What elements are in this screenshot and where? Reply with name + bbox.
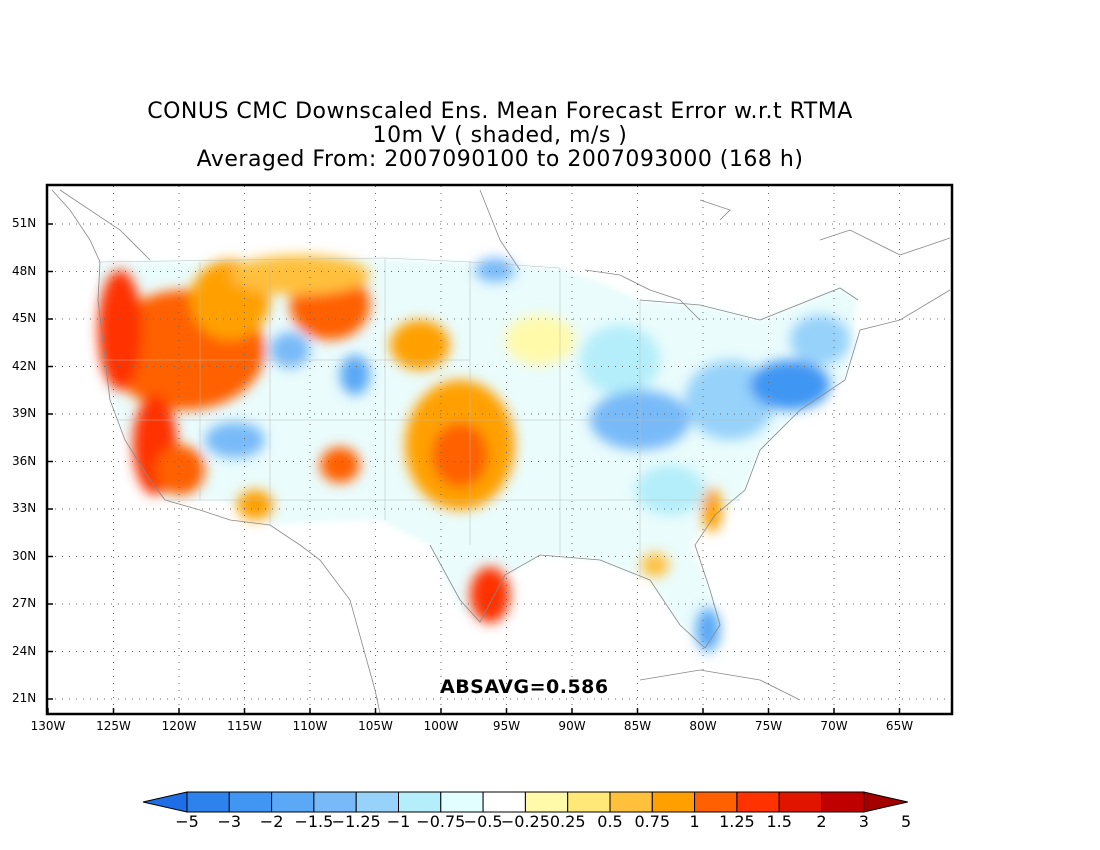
lon-label: 130W	[30, 719, 66, 733]
gulf-tx-warm	[470, 567, 510, 623]
lat-label: 24N	[12, 643, 37, 658]
absavg-statistic: ABSAVG=0.586	[440, 676, 609, 698]
lon-label: 75W	[754, 719, 783, 733]
colorbar-swatch	[398, 791, 442, 813]
colorbar-label: 1.5	[766, 812, 792, 831]
lon-label: 90W	[558, 719, 586, 733]
lon-label: 80W	[689, 719, 717, 733]
colorbar-swatch	[186, 791, 230, 813]
lat-label: 27N	[12, 596, 37, 610]
colorbar-swatch	[694, 791, 738, 813]
lat-label: 30N	[12, 548, 37, 563]
colorbar-swatch	[482, 791, 526, 813]
colorbar-swatch	[271, 791, 315, 813]
colorbar-swatch	[736, 791, 780, 813]
colorbar-label: 5	[901, 812, 912, 831]
lon-label: 100W	[423, 719, 459, 733]
colorbar-swatch	[228, 791, 273, 813]
texas-core	[432, 423, 488, 487]
colorbar-label: −1	[386, 812, 411, 831]
colorbar-label: −0.25	[500, 812, 550, 831]
colorbar-arrow-left	[142, 791, 188, 813]
idaho-cool	[270, 332, 310, 368]
colorbar-label: 1	[689, 812, 700, 831]
colorbar-label: −3	[217, 812, 242, 831]
n-rockies-warm	[230, 255, 370, 295]
lat-label: 36N	[12, 453, 37, 468]
colorbar-label: −0.75	[416, 812, 466, 831]
coastlines	[51, 189, 951, 714]
florida-cool	[696, 608, 720, 652]
nevada-cool	[205, 422, 265, 458]
figure-title: CONUS CMC Downscaled Ens. Mean Forecast …	[0, 100, 1000, 172]
lat-label: 39N	[12, 406, 37, 420]
lon-label: 95W	[492, 719, 521, 733]
lon-label: 70W	[820, 719, 848, 733]
lat-label: 45N	[12, 311, 37, 325]
state-borders	[97, 257, 760, 580]
colorbar-swatch	[355, 791, 400, 813]
colorbar-label: 0.5	[597, 812, 623, 831]
colorbar-label: −0.5	[463, 812, 503, 831]
title-line-2: 10m V ( shaded, m/s )	[372, 123, 628, 148]
colorbar-label: 0.25	[549, 812, 586, 831]
colorbar-swatch	[440, 791, 484, 813]
colorbar-label: −2	[259, 812, 284, 831]
se-cool	[635, 465, 705, 515]
ne-coast-cool	[750, 360, 830, 410]
colorbar-label: 2	[816, 812, 827, 831]
colorbar-swatch	[524, 791, 569, 813]
gulfcoast-warm	[641, 553, 669, 577]
colorbar-label: 0.75	[634, 812, 671, 831]
socal-warm	[155, 445, 205, 495]
lon-label: 110W	[292, 719, 328, 733]
lon-label: 115W	[227, 719, 262, 733]
colorbar-swatch	[778, 791, 823, 813]
dakota-warm	[390, 320, 450, 370]
shaded-field	[98, 255, 858, 652]
colorbar-swatch	[313, 791, 357, 813]
lat-label: 51N	[12, 216, 37, 230]
colorbar-label: −1.25	[331, 812, 381, 831]
great-lakes-cool	[580, 325, 660, 395]
pnw-coast-warm	[98, 270, 142, 390]
lat-label: 48N	[12, 263, 37, 278]
map-frame-border	[45, 183, 954, 716]
lon-label: 120W	[161, 719, 197, 733]
wyoming-cool	[340, 355, 370, 395]
lat-label: 42N	[12, 358, 37, 373]
lon-label: 65W	[885, 719, 914, 733]
title-line-1: CONUS CMC Downscaled Ens. Mean Forecast …	[147, 99, 853, 124]
title-line-3: Averaged From: 2007090100 to 2007093000 …	[196, 147, 804, 172]
newengland-cool	[790, 315, 850, 365]
colorbar-label: −1.5	[294, 812, 334, 831]
lat-label: 21N	[12, 691, 37, 705]
colorbar-swatch	[651, 791, 696, 813]
axis-ticks	[47, 223, 901, 714]
carolina-warm	[702, 488, 722, 532]
minnesota-cool	[475, 258, 515, 282]
colorbar	[142, 791, 908, 813]
lon-label: 125W	[96, 719, 131, 733]
colorbar-swatch	[567, 791, 611, 813]
midwest-light	[505, 315, 575, 365]
lon-label: 85W	[623, 719, 652, 733]
colorbar-label: −5	[175, 812, 199, 831]
lat-label: 33N	[12, 501, 37, 515]
colorbar-arrow-right	[863, 791, 908, 813]
lon-label: 105W	[358, 719, 393, 733]
colorbar-swatch	[821, 791, 865, 813]
arizona-warm	[237, 490, 273, 520]
colorbar-swatch	[609, 791, 653, 813]
colorbar-label: 3	[858, 812, 869, 831]
sw-warm	[320, 447, 360, 483]
colorbar-label: 1.25	[719, 812, 755, 831]
